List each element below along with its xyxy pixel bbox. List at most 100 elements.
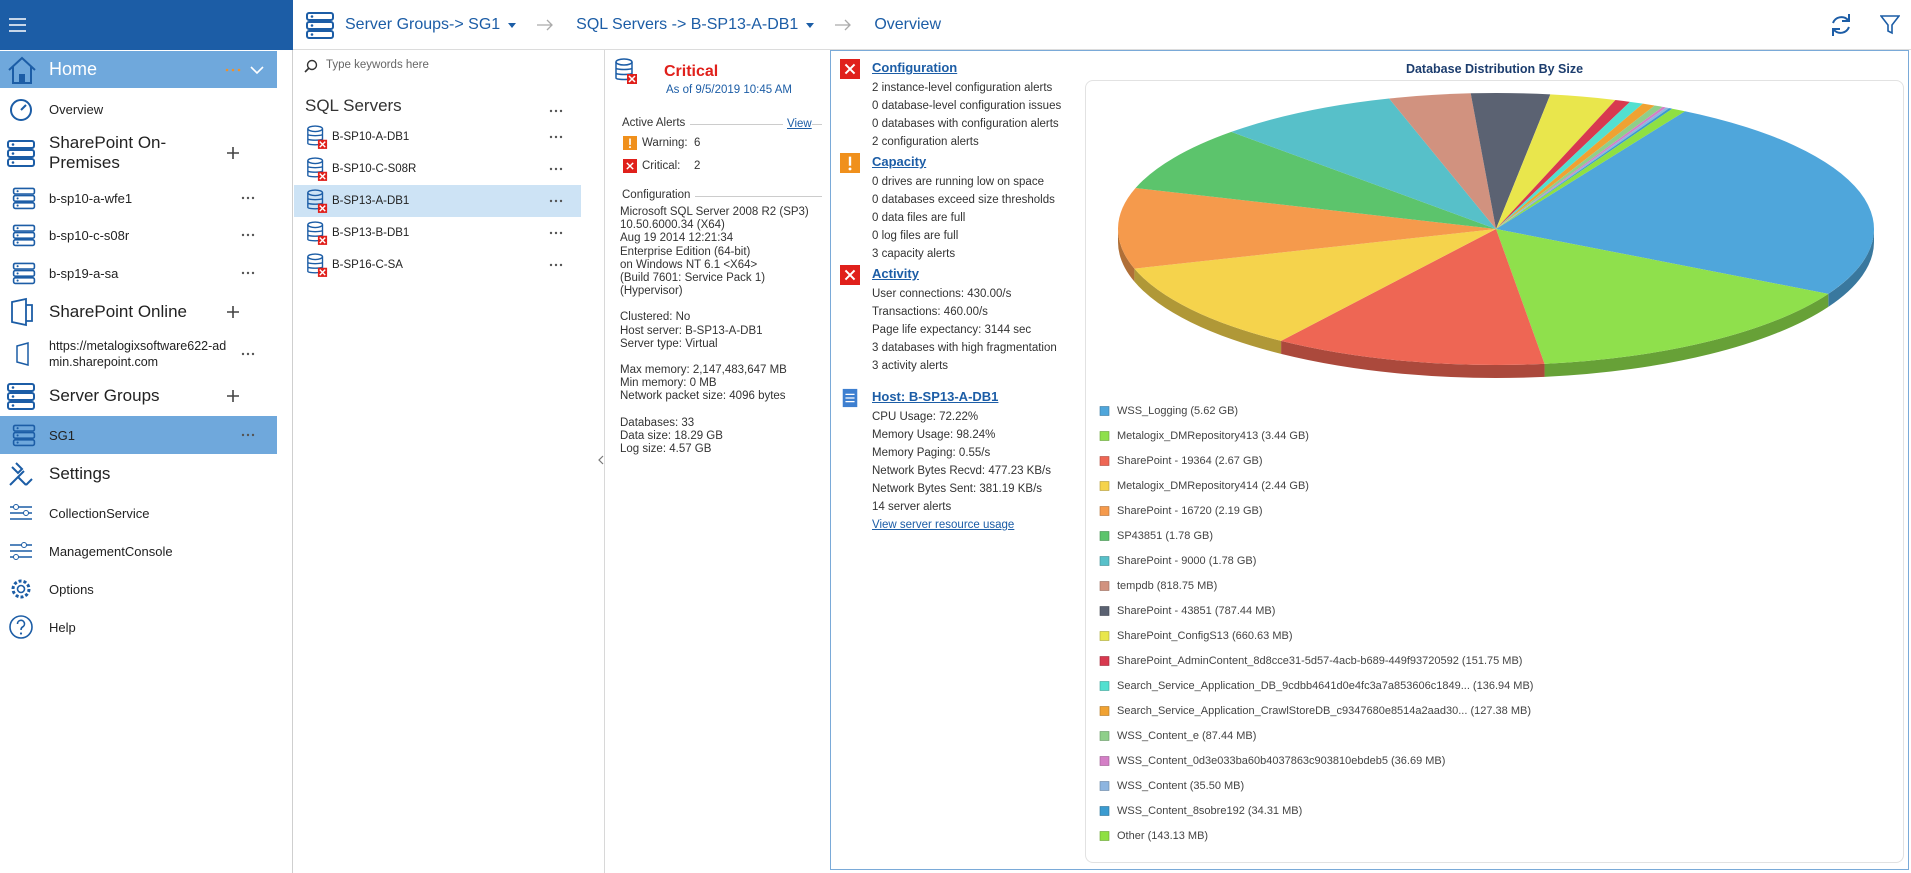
text-line: 0 database-level configuration issues — [872, 100, 1062, 112]
more-button[interactable] — [224, 67, 242, 73]
text-line: (Build 7601: Service Pack 1) — [620, 272, 766, 285]
nav-item[interactable]: b-sp19-a-sa — [0, 255, 277, 291]
breadcrumb-item[interactable]: Overview — [874, 16, 942, 33]
text-line: Clustered: No — [620, 311, 691, 324]
legend-swatch — [1099, 731, 1110, 741]
more-button[interactable] — [240, 270, 256, 276]
refresh-button[interactable] — [1828, 12, 1854, 38]
legend-label: Metalogix_DMRepository414 (2.44 GB) — [1117, 480, 1309, 492]
nav-item[interactable]: SharePoint Online — [0, 294, 277, 330]
text-line: Microsoft SQL Server 2008 R2 (SP3) — [620, 206, 809, 218]
pie-slice — [1134, 229, 1496, 341]
db-icon — [306, 188, 328, 214]
check-lines: User connections: 430.00/s Transactions: … — [872, 285, 1073, 375]
slice-side — [1828, 229, 1874, 307]
more-button[interactable] — [240, 432, 256, 438]
detail-group: Databases: 33 Data size: 18.29 GB Log size… — [620, 417, 809, 457]
legend-swatch — [1099, 406, 1110, 416]
nav-item[interactable]: CollectionService — [0, 495, 277, 531]
text-line: Host server: B-SP13-A-DB1 — [620, 324, 763, 337]
check-title[interactable]: Capacity — [872, 154, 927, 169]
more-button[interactable] — [548, 198, 564, 204]
legend-swatch — [1099, 431, 1110, 441]
text-line: Enterprise Edition (64-bit) — [620, 245, 751, 258]
check-title[interactable]: Activity — [872, 266, 919, 281]
add-button[interactable] — [226, 305, 240, 319]
breadcrumb-item[interactable]: Server Groups-> SG1 — [345, 16, 501, 33]
more-button[interactable] — [548, 134, 564, 140]
add-button[interactable] — [226, 389, 240, 403]
db-icon — [306, 124, 328, 150]
check-section: Activity User connections: 430.00/s Trans… — [838, 263, 1073, 375]
collapse-chevron[interactable] — [250, 65, 264, 75]
more-button[interactable] — [548, 262, 564, 268]
nav-item[interactable]: b-sp10-a-wfe1 — [0, 180, 277, 216]
server-name: B-SP16-C-SA — [332, 259, 403, 271]
server-row-selected[interactable]: B-SP13-A-DB1 — [294, 185, 581, 217]
status-state: Critical — [664, 63, 719, 80]
legend-swatch — [1099, 756, 1110, 766]
collapse-handle[interactable] — [598, 455, 604, 465]
legend-label: Search_Service_Application_DB_9cdbb4641d… — [1117, 680, 1533, 692]
server-icon — [12, 261, 36, 285]
overview-panel — [830, 50, 1909, 870]
more-button[interactable] — [240, 195, 256, 201]
breadcrumb-item[interactable]: SQL Servers -> B-SP13-A-DB1 — [576, 16, 799, 33]
nav-item[interactable]: SharePoint On-Premises — [0, 131, 277, 175]
nav-item-selected[interactable]: SG1 — [0, 416, 277, 454]
critical-icon — [623, 159, 637, 173]
server-icon — [12, 223, 36, 247]
server-row[interactable]: B-SP13-B-DB1 — [294, 217, 581, 249]
resource-link[interactable]: View server resource usage — [872, 519, 1015, 531]
pie-slice — [1470, 93, 1551, 229]
nav-item[interactable]: https://metalogixsoftware622-admin.share… — [0, 334, 277, 374]
server-name: B-SP10-A-DB1 — [332, 131, 410, 143]
pie-slice — [1496, 94, 1616, 229]
legend-label: SP43851 (1.78 GB) — [1117, 530, 1213, 542]
nav-item[interactable]: Options — [0, 571, 277, 607]
nav-item[interactable]: Server Groups — [0, 378, 277, 414]
text-line: 0 databases with configuration alerts — [872, 118, 1059, 130]
check-lines: CPU Usage: 72.22% Memory Usage: 98.24% Mem… — [872, 408, 1073, 516]
host-section: Host: B-SP13-A-DB1 CPU Usage: 72.22% Memo… — [838, 386, 1073, 534]
text-line: 3 capacity alerts — [872, 248, 956, 260]
text-line: Log size: 4.57 GB — [620, 443, 712, 456]
check-section: Capacity 0 drives are running low on spa… — [838, 151, 1073, 263]
slice-side — [1544, 293, 1829, 377]
nav-home[interactable]: Home — [0, 51, 277, 88]
more-button[interactable] — [548, 108, 564, 114]
more-button[interactable] — [240, 351, 256, 357]
legend-label: SharePoint - 19364 (2.67 GB) — [1117, 455, 1263, 467]
legend-swatch — [1099, 706, 1110, 716]
legend-swatch — [1099, 631, 1110, 641]
filter-button[interactable] — [1880, 14, 1900, 36]
dropdown-caret[interactable] — [806, 22, 815, 28]
alert-count: 2 — [694, 160, 701, 172]
nav-item[interactable]: Help — [0, 609, 277, 645]
nav-item[interactable]: b-sp10-c-s08r — [0, 217, 277, 253]
nav-item[interactable]: Settings — [0, 456, 277, 492]
hamburger-button[interactable] — [8, 16, 28, 34]
more-button[interactable] — [548, 166, 564, 172]
nav-label: https://metalogixsoftware622-admin.share… — [49, 339, 227, 369]
pie-slice — [1496, 108, 1685, 229]
view-link[interactable]: View — [783, 118, 812, 130]
search-box[interactable]: Type keywords here — [326, 59, 429, 71]
server-row[interactable]: B-SP10-C-S08R — [294, 153, 581, 185]
more-button[interactable] — [240, 232, 256, 238]
check-title[interactable]: Configuration — [872, 60, 958, 75]
dropdown-caret[interactable] — [508, 22, 517, 28]
legend-label: Metalogix_DMRepository413 (3.44 GB) — [1117, 430, 1309, 442]
nav-label: b-sp10-a-wfe1 — [49, 190, 133, 206]
more-button[interactable] — [548, 230, 564, 236]
server-row[interactable]: B-SP10-A-DB1 — [294, 121, 581, 153]
check-section: Configuration 2 instance-level configura… — [838, 57, 1073, 151]
add-button[interactable] — [226, 146, 240, 160]
nav-item[interactable]: Overview — [0, 91, 277, 127]
nav-item[interactable]: ManagementConsole — [0, 533, 277, 569]
search-icon — [304, 59, 318, 73]
legend-swatch — [1099, 681, 1110, 691]
nav-label: SG1 — [49, 427, 76, 443]
server-row[interactable]: B-SP16-C-SA — [294, 249, 581, 281]
check-title[interactable]: Host: B-SP13-A-DB1 — [872, 389, 999, 404]
